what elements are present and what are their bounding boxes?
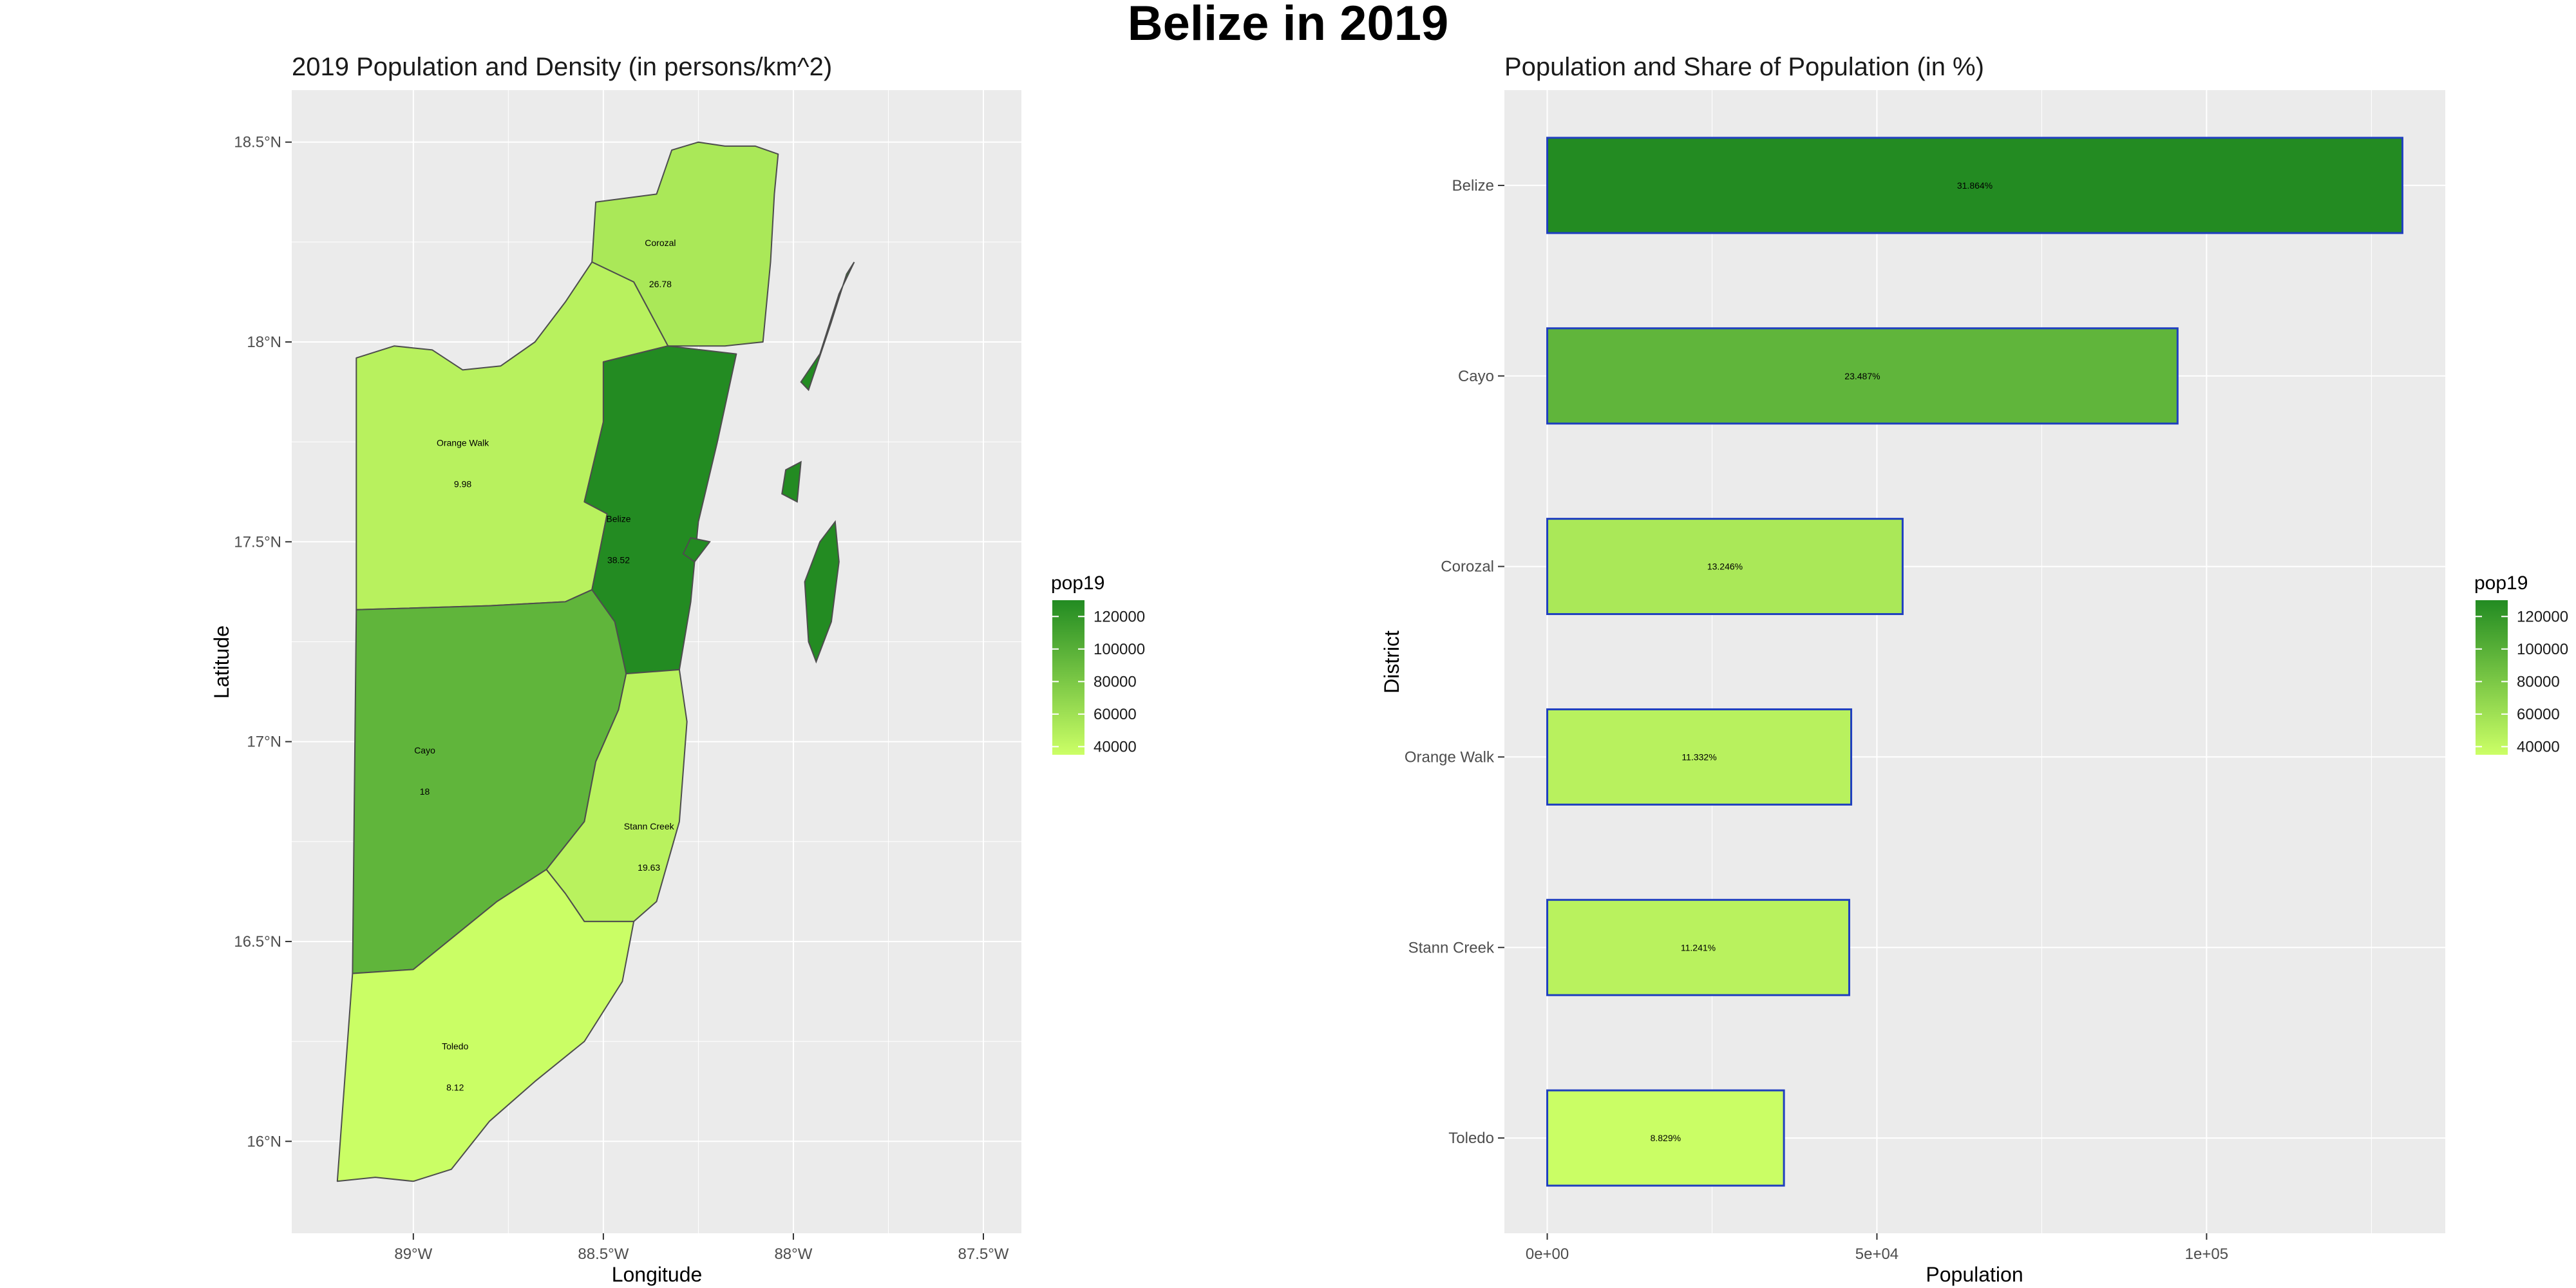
map-x-tick-label: 88.5°W <box>578 1245 629 1263</box>
map-regions <box>336 141 779 1182</box>
map-region-density-label: 19.63 <box>638 862 660 873</box>
bar-value-labels: 31.864% 23.487% 13.246% 11.332% 11.241% 8.829… <box>1651 180 1993 1143</box>
map-y-tick-label: 18.5°N <box>234 134 281 151</box>
map-x-tick-label: 88°W <box>774 1245 812 1263</box>
map-chart: 2019 Population and Density (in persons/… <box>210 53 1145 1286</box>
map-islands <box>682 261 855 664</box>
bar-chart: Population and Share of Population (in %… <box>1380 53 2568 1286</box>
bar-x-tick-label: 5e+04 <box>1855 1245 1899 1263</box>
bar-share-label: 8.829% <box>1651 1133 1681 1143</box>
map-x-axis-title: Longitude <box>612 1263 703 1286</box>
bar-chart-title: Population and Share of Population (in %… <box>1504 53 1984 81</box>
map-region-density-label: 38.52 <box>607 554 630 565</box>
map-region-name-label: Stann Creek <box>624 821 675 831</box>
map-legend-colorbar <box>1052 600 1084 755</box>
legend-tick-label: 40000 <box>1094 738 1137 755</box>
bar-legend: pop19 40000 60000 80000 100000 120000 <box>2474 573 2568 755</box>
bar-toledo <box>1546 1089 1785 1187</box>
bar-belize <box>1546 137 2403 234</box>
map-region-name-label: Orange Walk <box>437 437 489 448</box>
map-legend: pop19 40000 60000 80000 100000 120000 <box>1051 573 1145 755</box>
bar-orange-walk <box>1546 708 1853 806</box>
bar-panel-background <box>1504 90 2445 1233</box>
map-region-toledo <box>336 869 635 1182</box>
legend-tick-label: 120000 <box>1094 608 1145 625</box>
bar-stann-creek <box>1546 898 1850 996</box>
map-y-tick-label: 17.5°N <box>234 533 281 551</box>
map-region-labels: Corozal 26.78 Orange Walk 9.98 Belize 38.52 Ca… <box>414 238 676 1092</box>
bar-corozal <box>1546 518 1904 616</box>
legend-tick-label: 120000 <box>2517 608 2568 625</box>
bar-category-label: Orange Walk <box>1405 748 1495 766</box>
bar-category-ticks: Belize Cayo Corozal Orange Walk Stann Creek T… <box>1405 177 1504 1147</box>
legend-tick-label: 60000 <box>1094 706 1137 723</box>
map-x-tick-label: 89°W <box>394 1245 432 1263</box>
bar-share-label: 31.864% <box>1957 180 1993 191</box>
legend-tick-label: 100000 <box>2517 641 2568 658</box>
map-island <box>781 460 802 503</box>
map-island <box>804 520 840 664</box>
map-region-density-label: 26.78 <box>649 279 672 289</box>
bar-category-label: Stann Creek <box>1408 939 1495 956</box>
map-x-ticks: 89°W 88.5°W 88°W 87.5°W <box>394 1233 1009 1263</box>
map-legend-ticks: 40000 60000 80000 100000 120000 <box>1052 608 1145 755</box>
bar-x-axis-title: Population <box>1926 1263 2023 1286</box>
map-y-ticks: 16°N 16.5°N 17°N 17.5°N 18°N 18.5°N <box>234 134 292 1150</box>
map-region-density-label: 9.98 <box>454 478 471 489</box>
bar-category-label: Corozal <box>1441 558 1494 576</box>
bar-share-label: 11.241% <box>1681 942 1716 952</box>
map-island <box>682 536 711 563</box>
bar-x-ticks: 0e+00 5e+04 1e+05 <box>1526 1233 2228 1263</box>
map-region-name-label: Cayo <box>414 745 435 755</box>
bar-category-label: Belize <box>1452 177 1494 194</box>
bar-x-tick-label: 0e+00 <box>1526 1245 1569 1263</box>
map-title: 2019 Population and Density (in persons/… <box>292 53 832 81</box>
map-island <box>800 261 855 392</box>
legend-tick-label: 100000 <box>1094 641 1145 658</box>
map-x-tick-label: 87.5°W <box>958 1245 1009 1263</box>
legend-tick-label: 60000 <box>2517 706 2560 723</box>
legend-tick-label: 80000 <box>1094 673 1137 690</box>
bar-category-label: Toledo <box>1448 1130 1494 1147</box>
bar-share-label: 23.487% <box>1844 371 1880 381</box>
bar-x-tick-label: 1e+05 <box>2185 1245 2228 1263</box>
map-region-name-label: Corozal <box>645 238 676 248</box>
bar-legend-title: pop19 <box>2474 573 2528 594</box>
legend-tick-label: 80000 <box>2517 673 2560 690</box>
bar-share-label: 13.246% <box>1707 562 1743 572</box>
map-region-name-label: Toledo <box>442 1041 468 1052</box>
legend-tick-label: 40000 <box>2517 738 2560 755</box>
bar-category-label: Cayo <box>1458 368 1494 385</box>
bar-legend-ticks: 40000 60000 80000 100000 120000 <box>2476 608 2568 755</box>
map-y-axis-title: Latitude <box>210 625 233 699</box>
bar-share-label: 11.332% <box>1681 752 1716 762</box>
map-y-tick-label: 16°N <box>247 1133 281 1150</box>
map-y-tick-label: 16.5°N <box>234 933 281 951</box>
main-title: Belize in 2019 <box>1128 0 1449 51</box>
map-legend-title: pop19 <box>1051 573 1104 594</box>
map-y-tick-label: 17°N <box>247 734 281 751</box>
bar-series <box>1546 137 2403 1187</box>
bar-y-axis-title: District <box>1380 630 1403 694</box>
map-y-tick-label: 18°N <box>247 334 281 351</box>
bar-cayo <box>1546 327 2179 425</box>
bar-legend-colorbar <box>2476 600 2508 755</box>
map-region-density-label: 8.12 <box>446 1083 464 1093</box>
map-region-name-label: Belize <box>606 513 630 524</box>
map-region-density-label: 18 <box>420 786 430 797</box>
